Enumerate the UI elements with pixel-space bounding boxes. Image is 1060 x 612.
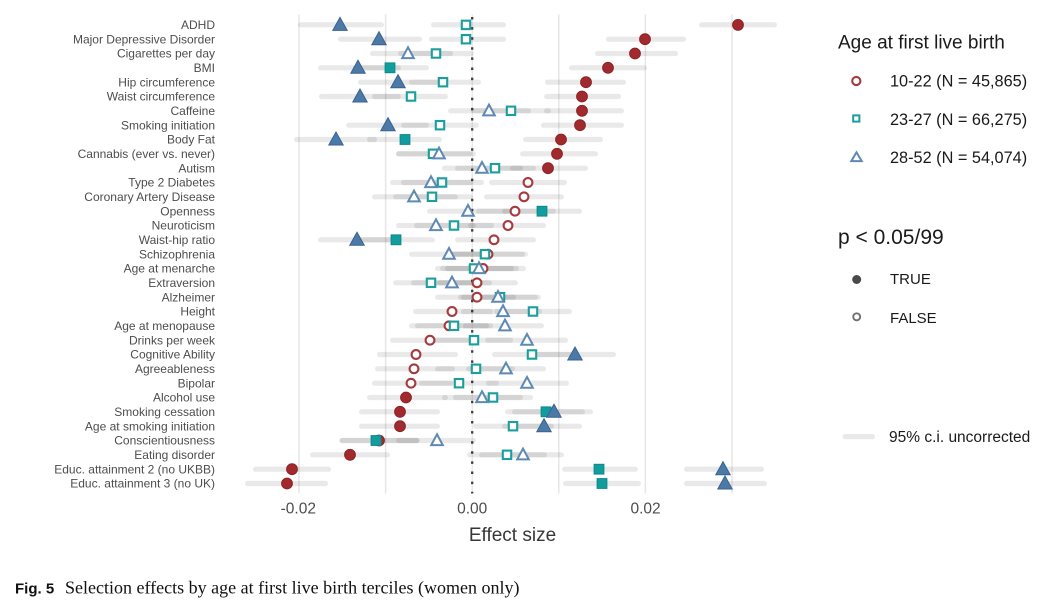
- svg-text:Cannabis (ever vs. never): Cannabis (ever vs. never): [78, 147, 215, 161]
- svg-text:Agreeableness: Agreeableness: [135, 362, 215, 376]
- svg-text:Cognitive Ability: Cognitive Ability: [130, 348, 215, 362]
- svg-text:Major Depressive Disorder: Major Depressive Disorder: [73, 32, 215, 46]
- svg-text:Smoking cessation: Smoking cessation: [114, 405, 215, 419]
- svg-text:Schizophrenia: Schizophrenia: [139, 247, 215, 261]
- svg-text:Age at first live birth: Age at first live birth: [838, 33, 1005, 54]
- svg-text:Neuroticism: Neuroticism: [152, 219, 215, 233]
- svg-text:Fig. 5: Fig. 5: [15, 581, 54, 598]
- svg-text:-0.02: -0.02: [281, 501, 316, 518]
- svg-text:Bipolar: Bipolar: [178, 376, 215, 390]
- svg-text:Openness: Openness: [160, 204, 215, 218]
- svg-text:BMI: BMI: [194, 61, 215, 75]
- svg-text:28-52 (N = 54,074): 28-52 (N = 54,074): [890, 149, 1027, 167]
- svg-text:Body Fat: Body Fat: [167, 133, 216, 147]
- svg-text:Educ. attainment 2 (no UKBB): Educ. attainment 2 (no UKBB): [54, 462, 215, 476]
- svg-text:Height: Height: [180, 305, 215, 319]
- svg-text:Alzheimer: Alzheimer: [162, 290, 215, 304]
- svg-text:Age at smoking initiation: Age at smoking initiation: [85, 419, 215, 433]
- svg-text:Educ. attainment 3 (no UK): Educ. attainment 3 (no UK): [70, 477, 215, 491]
- svg-text:Waist circumference: Waist circumference: [107, 90, 216, 104]
- svg-text:Cigarettes per day: Cigarettes per day: [117, 47, 215, 61]
- svg-text:p < 0.05/99: p < 0.05/99: [838, 226, 944, 249]
- svg-text:Smoking initiation: Smoking initiation: [121, 118, 215, 132]
- svg-text:0.02: 0.02: [631, 501, 661, 518]
- svg-text:Extraversion: Extraversion: [148, 276, 215, 290]
- svg-text:Waist-hip ratio: Waist-hip ratio: [139, 233, 216, 247]
- svg-text:Eating disorder: Eating disorder: [134, 448, 215, 462]
- svg-text:Conscientiousness: Conscientiousness: [114, 434, 215, 448]
- svg-text:23-27 (N = 66,275): 23-27 (N = 66,275): [890, 111, 1027, 129]
- svg-text:Effect size: Effect size: [469, 525, 556, 546]
- svg-text:10-22 (N = 45,865): 10-22 (N = 45,865): [890, 72, 1027, 90]
- svg-text:FALSE: FALSE: [890, 310, 937, 327]
- svg-text:Drinks per week: Drinks per week: [129, 333, 216, 347]
- svg-text:Caffeine: Caffeine: [171, 104, 216, 118]
- svg-text:Hip circumference: Hip circumference: [118, 75, 215, 89]
- svg-text:Autism: Autism: [178, 161, 215, 175]
- svg-text:TRUE: TRUE: [890, 271, 931, 288]
- svg-text:Selection effects by age at fi: Selection effects by age at first live b…: [65, 578, 520, 599]
- svg-text:ADHD: ADHD: [181, 18, 215, 32]
- svg-text:Age at menopause: Age at menopause: [114, 319, 215, 333]
- svg-text:Coronary Artery Disease: Coronary Artery Disease: [84, 190, 215, 204]
- svg-text:95% c.i. uncorrected: 95% c.i. uncorrected: [889, 429, 1030, 446]
- svg-text:0.00: 0.00: [457, 501, 488, 518]
- svg-text:Alcohol use: Alcohol use: [153, 391, 215, 405]
- svg-text:Type 2 Diabetes: Type 2 Diabetes: [128, 176, 215, 190]
- svg-text:Age at menarche: Age at menarche: [124, 262, 216, 276]
